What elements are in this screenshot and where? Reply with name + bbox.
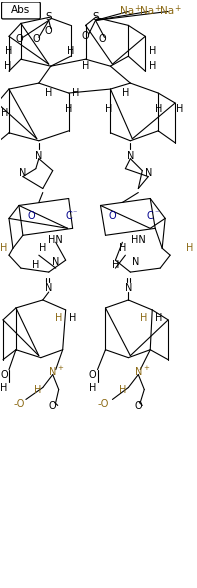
Text: C: C (147, 212, 154, 222)
Text: H: H (122, 88, 129, 98)
Text: N: N (125, 283, 132, 293)
Text: +: + (174, 4, 180, 13)
Text: O: O (109, 212, 116, 222)
Text: S: S (92, 12, 99, 22)
Text: HN: HN (131, 235, 146, 245)
Text: H: H (119, 385, 126, 395)
Text: H: H (65, 104, 72, 114)
Text: Na: Na (160, 6, 174, 16)
Text: S: S (46, 12, 52, 22)
Text: N: N (132, 257, 139, 267)
Text: H: H (1, 108, 9, 118)
Text: Na: Na (140, 6, 154, 16)
Text: O: O (32, 34, 40, 44)
Text: H: H (154, 104, 162, 114)
Text: H: H (149, 61, 156, 71)
Text: O: O (135, 402, 142, 412)
Text: O: O (82, 31, 89, 41)
Text: O: O (99, 34, 106, 44)
Text: O: O (49, 402, 57, 412)
Text: O: O (0, 370, 8, 380)
Text: ⁻: ⁻ (154, 208, 158, 217)
Text: H: H (0, 383, 8, 393)
Text: N: N (52, 257, 59, 267)
FancyBboxPatch shape (2, 2, 40, 19)
Text: N: N (19, 168, 27, 178)
Text: H: H (119, 243, 126, 253)
Text: H: H (186, 243, 194, 253)
Text: H: H (82, 61, 89, 71)
Text: O: O (45, 26, 53, 36)
Text: HN: HN (48, 235, 63, 245)
Text: Na: Na (120, 6, 134, 16)
Text: H: H (45, 88, 52, 98)
Text: +: + (134, 4, 140, 13)
Text: H: H (149, 46, 156, 56)
Text: N: N (135, 366, 142, 376)
Text: H: H (112, 260, 119, 270)
Text: N: N (35, 151, 43, 161)
Text: H: H (89, 383, 96, 393)
Text: H: H (69, 313, 76, 323)
Text: N: N (127, 151, 134, 161)
Text: N: N (145, 168, 152, 178)
Text: H: H (34, 385, 42, 395)
Text: H: H (0, 243, 8, 253)
Text: H: H (140, 313, 147, 323)
Text: O: O (27, 212, 35, 222)
Text: ⁻: ⁻ (72, 208, 77, 217)
Text: -O: -O (98, 399, 109, 409)
Text: N: N (49, 366, 56, 376)
Text: H: H (4, 61, 12, 71)
Text: -O: -O (13, 399, 25, 409)
Text: H: H (39, 243, 46, 253)
Text: H: H (55, 313, 62, 323)
Text: H: H (32, 260, 40, 270)
Text: Abs: Abs (11, 5, 31, 15)
Text: N: N (45, 283, 52, 293)
Text: O: O (15, 34, 23, 44)
Text: +: + (143, 365, 149, 370)
Text: H: H (72, 88, 79, 98)
Text: +: + (154, 4, 160, 13)
Text: H: H (154, 313, 162, 323)
Text: H: H (176, 104, 184, 114)
Text: H: H (105, 104, 112, 114)
Text: C: C (65, 212, 72, 222)
Text: H: H (67, 46, 74, 56)
Text: H: H (5, 46, 13, 56)
Text: +: + (58, 365, 64, 370)
Text: O: O (89, 370, 96, 380)
